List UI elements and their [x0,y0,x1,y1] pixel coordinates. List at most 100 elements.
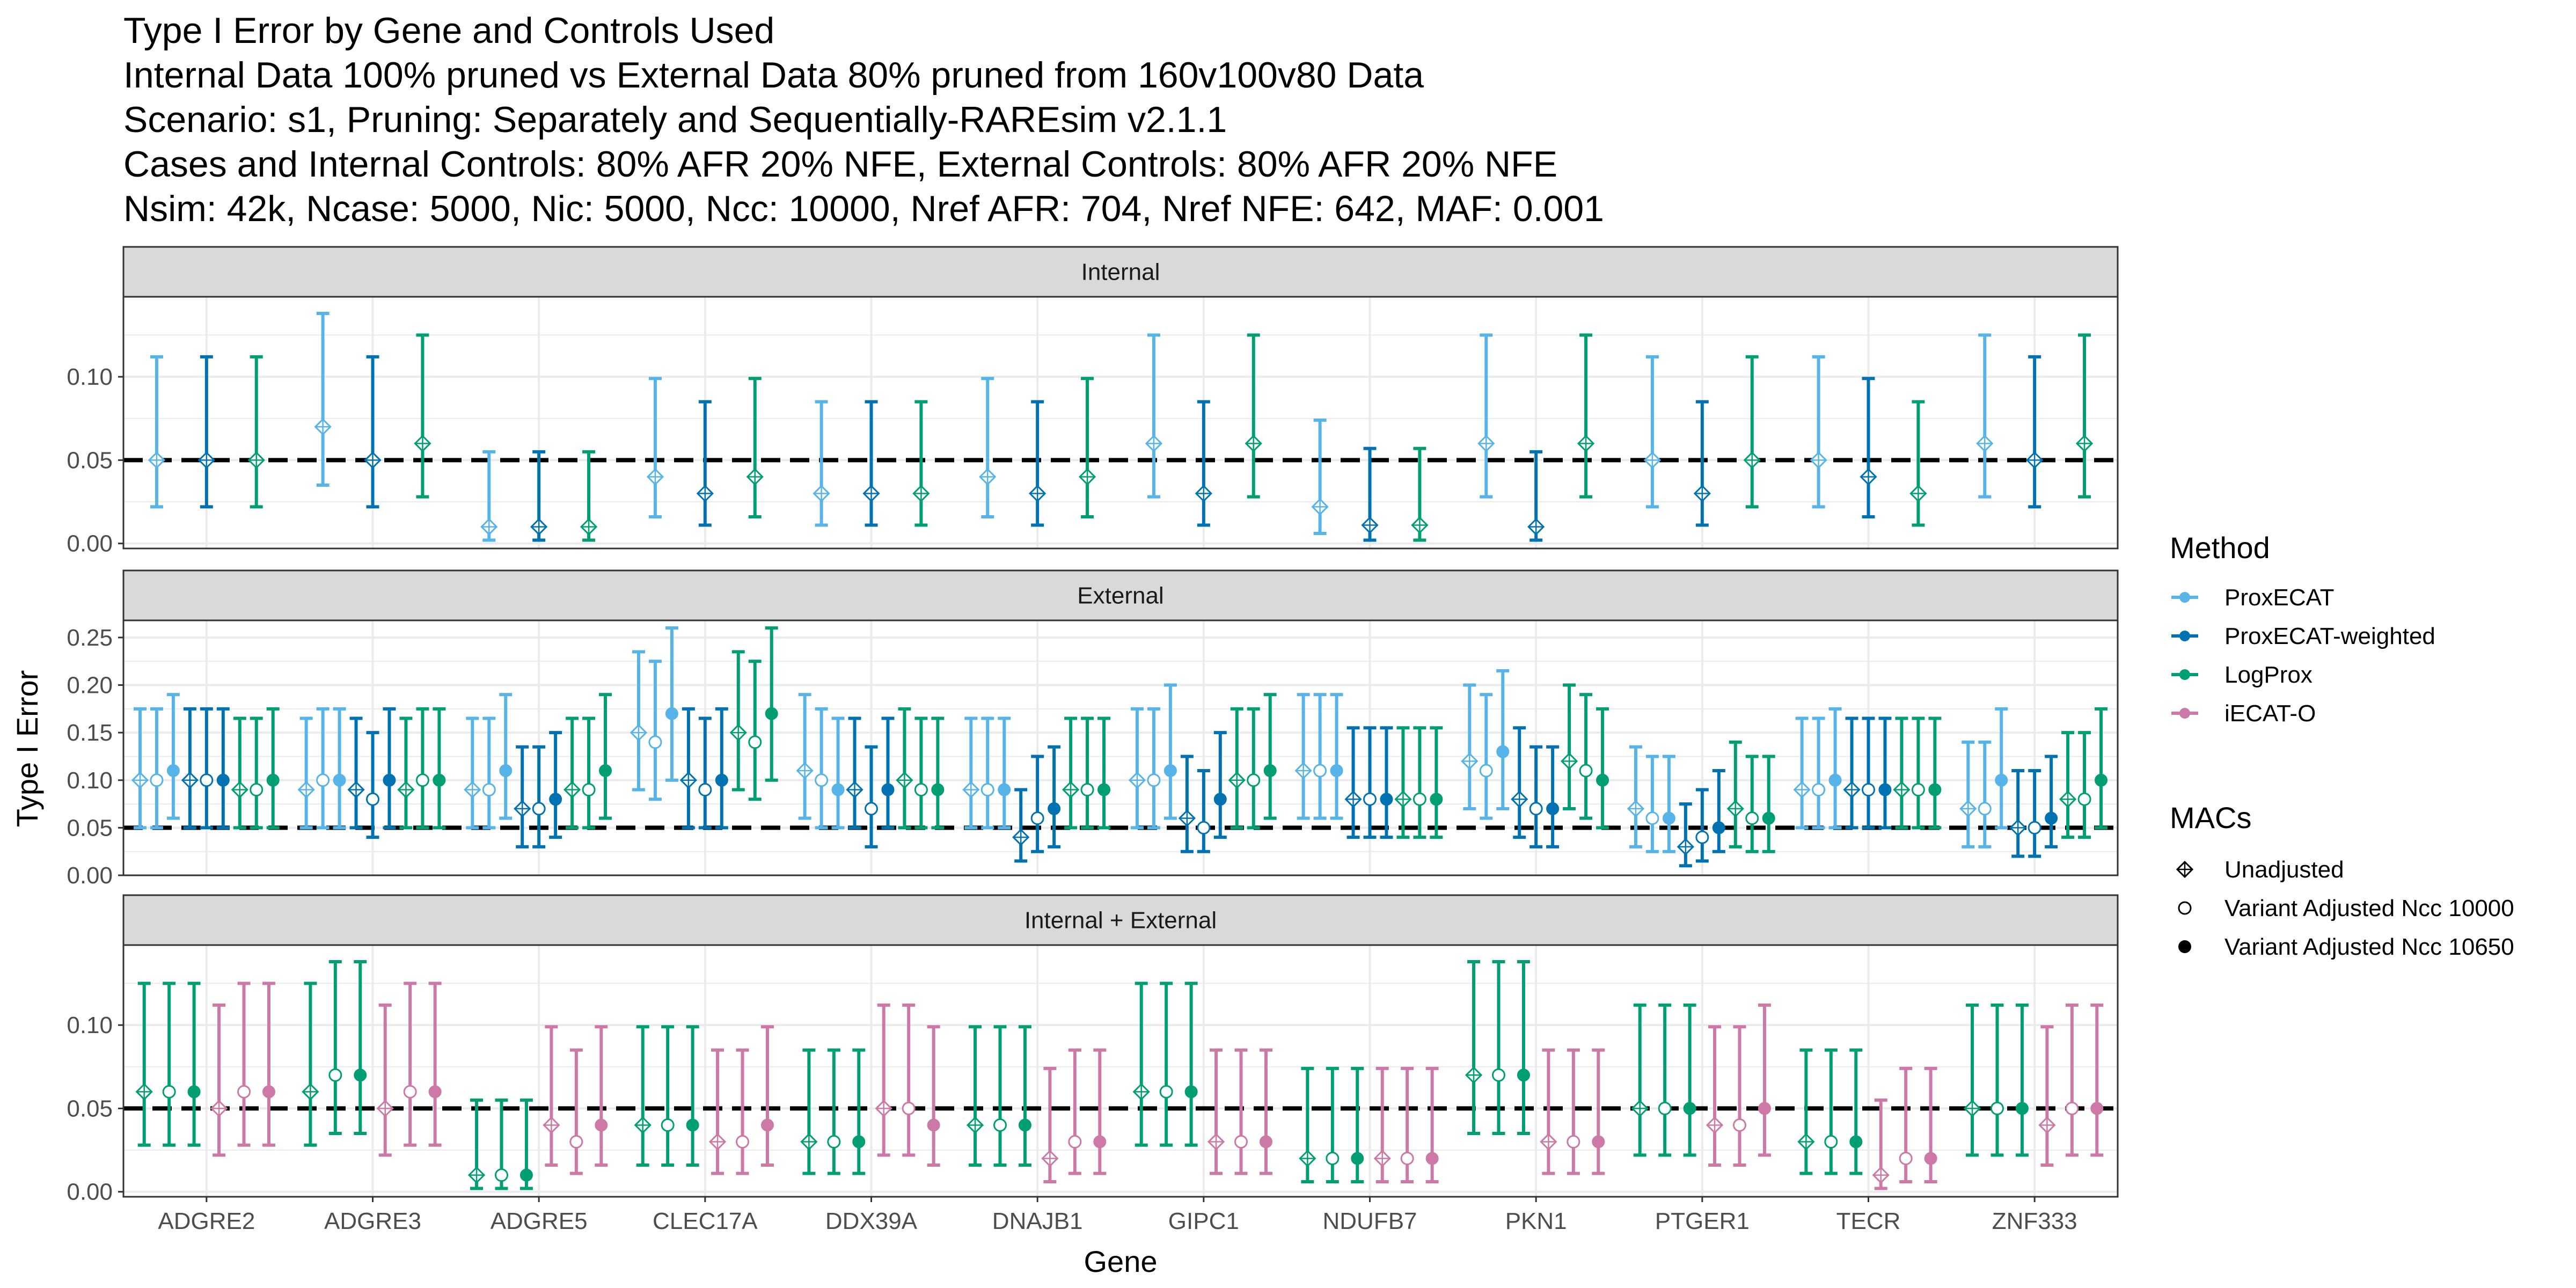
errorbar-logprox-variant-adjusted-ncc-10650 [852,1048,866,1175]
estimate-point [162,1085,176,1099]
estimate-point [865,802,878,816]
errorbar-iecat-o-variant-adjusted-ncc-10000 [2065,1003,2079,1157]
panel-background [123,620,2118,875]
errorbar-proxecat-weighted-variant-adjusted-ncc-10000 [1529,745,1543,848]
errorbar-iecat-o-unadjusted [2038,1025,2056,1167]
estimate-point [1425,1152,1439,1165]
y-tick-label: 0.10 [67,1012,113,1038]
errorbar-proxecat-weighted-unadjusted [2026,355,2044,509]
estimate-point [237,1085,251,1099]
estimate-point [1311,498,1329,516]
y-tick-label: 0.00 [67,1179,113,1205]
estimate-point [813,485,830,502]
estimate-point [216,773,230,787]
estimate-point [1344,791,1362,808]
estimate-point [231,781,248,799]
errorbar-proxecat-weighted-unadjusted [1178,755,1196,853]
legend-label: ProxECAT [2224,584,2334,611]
estimate-point [831,783,845,796]
estimate-point [896,771,913,789]
estimate-point [569,1135,583,1149]
errorbar-proxecat-weighted-unadjusted [846,716,863,830]
estimate-point [250,782,264,796]
legend-item-iecat-o: iECAT-O [2171,700,2316,727]
errorbar-proxecat-weighted-variant-adjusted-ncc-10000 [200,707,214,830]
estimate-point [1207,1133,1225,1151]
errorbar-logprox-unadjusted [467,1098,486,1190]
x-axis: ADGRE2 ADGRE3 ADGRE5 CLEC17A DDX39A DNAJB1 GIP… [158,1197,2077,1234]
errorbar-proxecat-weighted-unadjusted [862,400,880,527]
legend-shape [2176,860,2194,879]
gene-group-znf333 [1959,707,2108,858]
estimate-point [1247,773,1261,787]
estimate-point [1132,1083,1150,1101]
estimate-point [549,793,562,806]
legend-macs-title: MACs [2170,801,2251,835]
estimate-point [2038,1116,2056,1134]
estimate-point [1479,764,1493,778]
estimate-point [599,764,612,778]
errorbar-logprox-variant-adjusted-ncc-10000 [1824,1048,1838,1175]
facet-strip [122,894,2119,946]
errorbar-proxecat-unadjusted [646,377,664,518]
errorbar-proxecat-weighted-variant-adjusted-ncc-10650 [1213,731,1227,839]
x-tick-label-adgre3: ADGRE3 [324,1208,421,1234]
x-tick-label-ptger1: PTGER1 [1655,1208,1750,1234]
estimate-point [646,468,664,486]
estimate-point [530,518,548,536]
gene-group-tecr [1793,707,1942,830]
errorbar-logprox-unadjusted [1893,716,1911,830]
y-tick-label: 0.05 [67,815,113,841]
legend-item-variant-adjusted-ncc-10000: Variant Adjusted Ncc 10000 [2178,895,2514,921]
errorbar-logprox-unadjusted [2059,731,2077,839]
errorbar-logprox-variant-adjusted-ncc-10000 [1579,693,1593,820]
estimate-point [2045,811,2058,825]
errorbar-logprox-unadjusted [634,1025,652,1167]
estimate-point [2065,1101,2079,1115]
estimate-point [800,1133,818,1151]
estimate-point [2059,791,2077,808]
estimate-point [131,771,149,789]
errorbar-iecat-o-variant-adjusted-ncc-10000 [1899,1066,1913,1184]
errorbar-proxecat-weighted-unadjusted [514,745,531,848]
chart-title: Type I Error by Gene and Controls Used I… [123,10,1604,229]
title-line-3: Scenario: s1, Pruning: Separately and Se… [123,99,1227,140]
estimate-point [1299,1150,1316,1167]
gene-group-ndufb7 [1294,693,1443,839]
errorbar-iecat-o-variant-adjusted-ncc-10650 [760,1025,774,1167]
errorbar-iecat-o-variant-adjusted-ncc-10000 [1234,1048,1248,1175]
errorbar-proxecat-variant-adjusted-ncc-10650 [665,626,678,782]
gene-group-ptger1 [1643,355,1761,527]
estimate-point [494,1168,508,1182]
y-tick-label: 0.10 [67,767,113,794]
errorbar-proxecat-unadjusted [1294,693,1312,820]
estimate-point [708,1133,727,1151]
y-tick-label: 0.00 [67,862,113,889]
estimate-point [1263,764,1277,778]
estimate-point [1461,752,1479,770]
estimate-point [210,1100,228,1117]
errorbar-logprox-unadjusted [1245,333,1262,499]
estimate-point [1294,762,1312,780]
errorbar-logprox-variant-adjusted-ncc-10650 [1430,726,1443,839]
estimate-point [1195,485,1212,502]
estimate-point [328,1068,342,1082]
estimate-point [316,773,330,787]
errorbar-proxecat-weighted-variant-adjusted-ncc-10000 [1363,726,1377,839]
estimate-point [200,773,214,787]
errorbar-iecat-o-variant-adjusted-ncc-10650 [1093,1048,1107,1175]
errorbar-proxecat-unadjusted [1810,355,1827,509]
errorbar-proxecat-variant-adjusted-ncc-10000 [980,716,994,830]
estimate-point [314,418,332,436]
estimate-point [1758,1102,1771,1115]
errorbar-proxecat-variant-adjusted-ncc-10000 [1978,740,1992,848]
estimate-point [376,1100,394,1117]
gene-group-adgre3 [297,707,446,839]
errorbar-logprox-unadjusted [1228,707,1246,830]
estimate-point [962,781,980,799]
errorbar-logprox-variant-adjusted-ncc-10000 [1745,755,1759,853]
estimate-point [1178,809,1196,827]
errorbar-proxecat-variant-adjusted-ncc-10650 [166,693,180,820]
legend-item-logprox: LogProx [2171,662,2312,688]
estimate-point [1093,1135,1107,1148]
